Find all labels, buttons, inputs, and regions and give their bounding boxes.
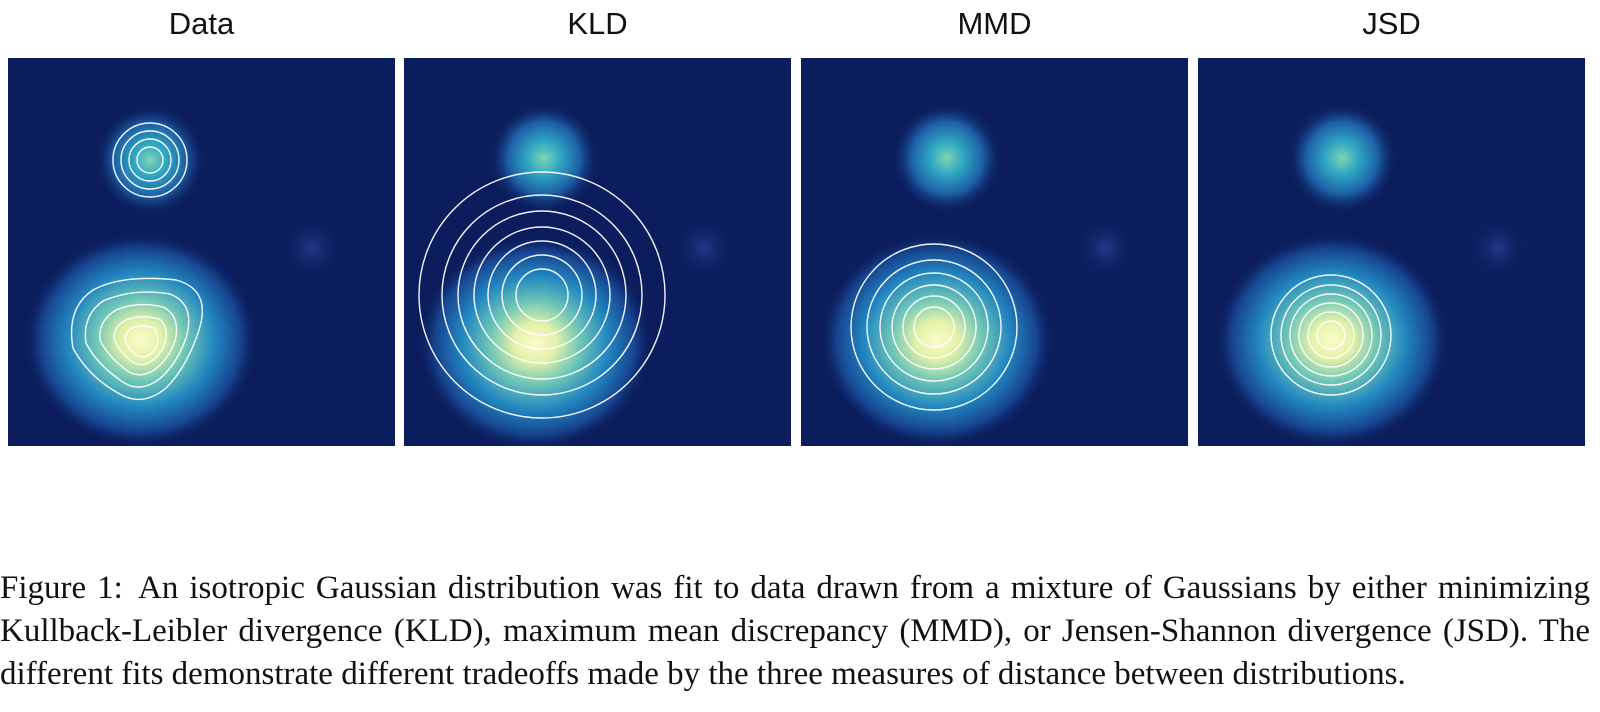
- heatmap-data: [8, 58, 395, 446]
- panel-title-kld: KLD: [567, 6, 628, 41]
- figure-caption: Figure 1: An isotropic Gaussian distribu…: [0, 567, 1590, 696]
- panel-title-data: Data: [168, 6, 235, 41]
- heatmap-mmd: [801, 58, 1188, 446]
- panel-jsd: JSD: [1198, 0, 1585, 450]
- caption-label: Figure 1:: [0, 570, 123, 606]
- heatmap-jsd: [1198, 58, 1585, 446]
- panel-title-mmd: MMD: [957, 6, 1032, 41]
- figure-1: Data: [8, 0, 1585, 450]
- heatmap-kld: [404, 58, 791, 446]
- panel-kld: KLD: [404, 0, 791, 450]
- caption-text: An isotropic Gaussian distribution was f…: [0, 570, 1590, 692]
- panel-data: Data: [8, 0, 395, 450]
- panel-mmd: MMD: [801, 0, 1188, 450]
- panel-title-jsd: JSD: [1362, 6, 1421, 41]
